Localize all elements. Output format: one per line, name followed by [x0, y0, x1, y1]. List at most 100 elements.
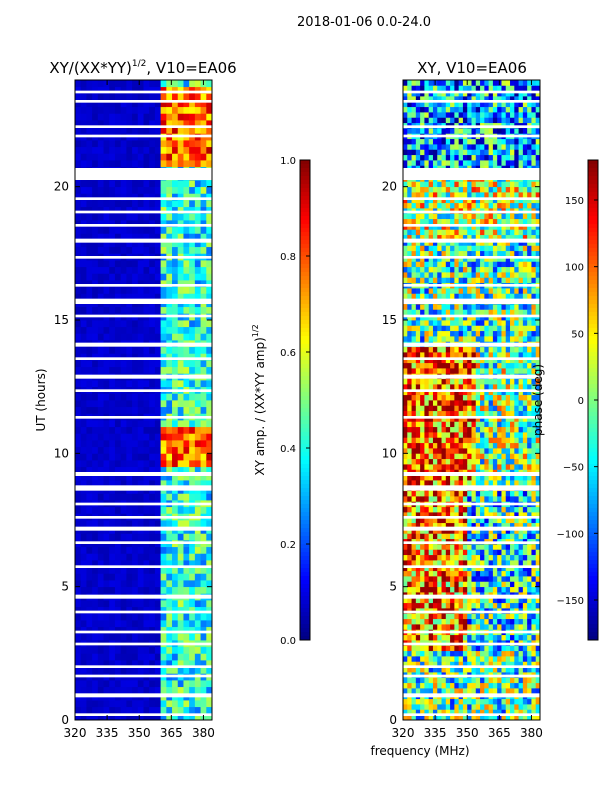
phase-cell	[403, 560, 408, 566]
amplitude-cell	[206, 353, 213, 361]
phase-cell	[441, 192, 447, 198]
amplitude-cell	[166, 713, 173, 721]
phase-cell	[445, 336, 451, 342]
amplitude-cell	[149, 553, 156, 561]
amplitude-cell	[80, 200, 87, 208]
phase-cell	[441, 85, 447, 92]
amplitude-cell	[166, 273, 173, 281]
phase-cell	[454, 389, 460, 396]
amplitude-cell	[97, 200, 104, 208]
phase-cell	[428, 506, 434, 513]
amplitude-cell	[177, 473, 184, 481]
phase-cell	[415, 416, 421, 422]
amplitude-cell	[183, 233, 190, 241]
flagged-gap	[75, 630, 212, 634]
amplitude-cell	[206, 466, 213, 474]
phase-cell	[415, 554, 421, 561]
phase-cell	[420, 213, 425, 220]
amplitude-cell	[172, 553, 179, 561]
amplitude-cell	[114, 566, 122, 574]
amplitude-cell	[172, 353, 179, 361]
amplitude-cell	[194, 440, 201, 448]
amplitude-cell	[143, 333, 150, 341]
phase-cell	[480, 549, 485, 556]
phase-cell	[450, 261, 455, 268]
amplitude-cell	[200, 706, 207, 714]
phase-cell	[407, 458, 412, 465]
phase-cell	[432, 288, 438, 294]
phase-cell	[454, 650, 460, 657]
phase-cell	[411, 650, 417, 657]
phase-cell	[445, 586, 451, 593]
amplitude-cell	[126, 280, 133, 288]
colorbar-step	[300, 372, 310, 377]
amplitude-cell	[109, 320, 116, 328]
phase-cell	[441, 325, 447, 332]
phase-cell	[475, 448, 481, 454]
phase-cell	[471, 96, 477, 102]
phase-cell	[415, 213, 421, 220]
amplitude-cell	[114, 160, 122, 168]
amplitude-cell	[109, 180, 116, 188]
amplitude-cell	[126, 160, 133, 168]
amplitude-cell	[189, 506, 196, 514]
amplitude-cell	[132, 680, 139, 688]
phase-cell	[441, 405, 447, 412]
amplitude-cell	[177, 380, 184, 388]
amplitude-cell	[120, 293, 127, 301]
amplitude-cell	[206, 220, 213, 228]
amplitude-cell	[103, 560, 110, 568]
amplitude-cell	[92, 433, 99, 441]
amplitude-cell	[97, 573, 104, 581]
phase-cell	[467, 597, 472, 604]
amplitude-cell	[97, 346, 104, 354]
phase-cell	[462, 613, 468, 620]
amplitude-cell	[92, 566, 99, 574]
phase-cell	[424, 565, 430, 572]
phase-cell	[415, 597, 421, 604]
phase-cell	[403, 181, 408, 188]
amplitude-cell	[166, 320, 173, 328]
phase-cell	[407, 181, 412, 188]
amplitude-cell	[109, 360, 116, 368]
amplitude-cell	[126, 433, 133, 441]
amplitude-cell	[194, 653, 201, 661]
amplitude-cell	[160, 306, 167, 314]
amplitude-cell	[92, 380, 99, 388]
amplitude-cell	[143, 400, 150, 408]
amplitude-cell	[189, 700, 196, 708]
amplitude-cell	[200, 646, 207, 654]
amplitude-cell	[143, 86, 150, 94]
phase-cell	[484, 426, 490, 433]
phase-cell	[411, 117, 417, 124]
phase-cell	[441, 346, 447, 353]
amplitude-cell	[166, 706, 173, 714]
phase-cell	[484, 240, 490, 246]
amplitude-cell	[103, 360, 110, 368]
amplitude-cell	[177, 286, 184, 294]
amplitude-cell	[166, 326, 173, 334]
phase-cell	[454, 336, 460, 342]
amplitude-cell	[103, 586, 110, 594]
phase-cell	[441, 437, 447, 444]
amplitude-cell	[80, 400, 87, 408]
phase-cell	[480, 218, 485, 225]
amplitude-cell	[126, 146, 133, 154]
phase-cell	[441, 618, 447, 625]
amplitude-cell	[97, 273, 104, 281]
amplitude-cell	[109, 146, 116, 154]
phase-cell	[480, 570, 485, 577]
phase-cell	[484, 661, 490, 668]
amplitude-cell	[172, 666, 179, 674]
amplitude-cell	[206, 360, 213, 368]
amplitude-cell	[126, 100, 133, 108]
amplitude-cell	[75, 360, 82, 368]
phase-cell	[488, 410, 494, 417]
amplitude-cell	[166, 140, 173, 148]
phase-cell	[415, 645, 421, 652]
phase-cell	[471, 288, 477, 294]
phase-cell	[454, 618, 460, 625]
amplitude-cell	[103, 420, 110, 428]
amplitude-cell	[103, 520, 110, 528]
phase-cell	[462, 565, 468, 572]
